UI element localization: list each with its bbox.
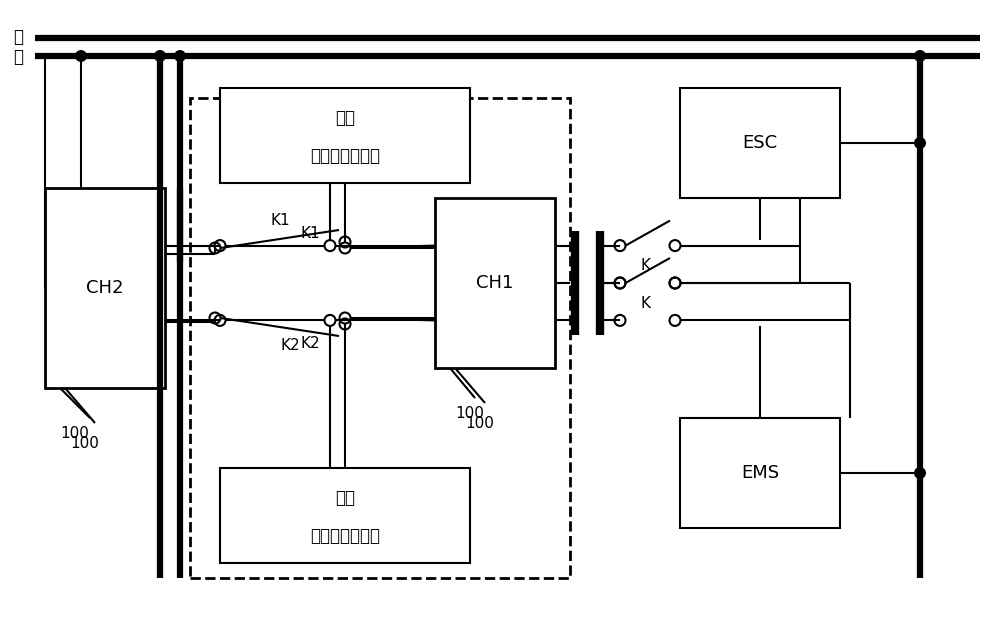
Text: 总
线: 总 线 <box>13 28 23 67</box>
Text: ESC: ESC <box>742 134 778 152</box>
Circle shape <box>914 467 926 479</box>
Bar <box>435 198 555 368</box>
Circle shape <box>174 50 186 62</box>
Text: 第二: 第二 <box>335 489 355 507</box>
Text: 第一: 第一 <box>335 109 355 127</box>
Text: K: K <box>640 296 650 310</box>
Text: K1: K1 <box>300 225 320 241</box>
Text: CH2: CH2 <box>86 279 124 297</box>
Text: 信号自定义模块: 信号自定义模块 <box>310 528 380 545</box>
Text: K2: K2 <box>280 338 300 353</box>
Text: K: K <box>640 258 650 273</box>
Circle shape <box>914 137 926 149</box>
Text: EMS: EMS <box>741 464 779 482</box>
Text: 信号自定义模块: 信号自定义模块 <box>310 148 380 165</box>
Bar <box>680 88 840 198</box>
Text: K1: K1 <box>270 213 290 228</box>
Bar <box>190 98 570 578</box>
Bar <box>220 88 470 183</box>
Text: 100: 100 <box>61 426 89 440</box>
Circle shape <box>154 50 166 62</box>
Circle shape <box>914 50 926 62</box>
Bar <box>680 418 840 528</box>
Text: CH1: CH1 <box>476 274 514 292</box>
Text: K2: K2 <box>300 335 320 350</box>
Bar <box>45 188 165 388</box>
Bar <box>220 468 470 563</box>
Text: 100: 100 <box>466 416 494 431</box>
Circle shape <box>75 50 87 62</box>
Text: 100: 100 <box>456 406 484 421</box>
Text: 100: 100 <box>71 435 99 450</box>
